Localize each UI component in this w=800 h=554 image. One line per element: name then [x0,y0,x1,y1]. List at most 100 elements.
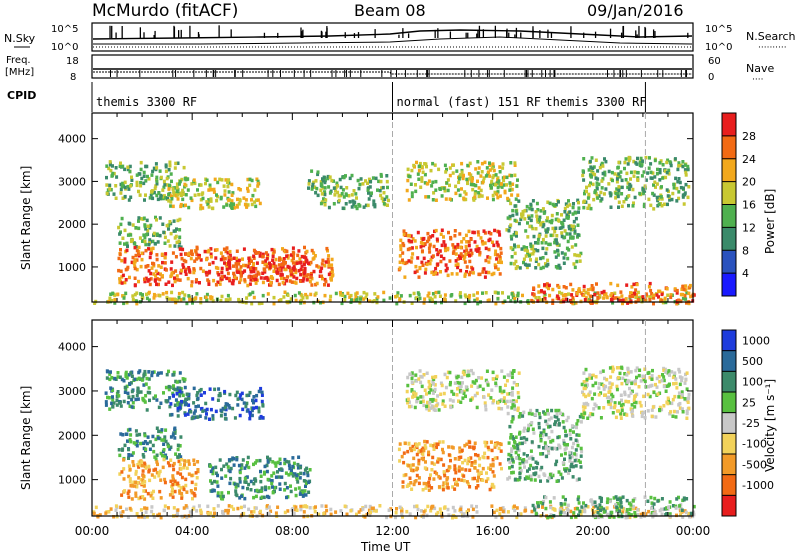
range-gate-cell [143,224,147,229]
range-gate-cell [324,260,328,264]
range-gate-cell [148,398,151,403]
range-gate-cell [252,254,256,258]
range-gate-cell [678,406,682,410]
range-gate-cell [521,293,524,298]
range-gate-cell [462,478,466,483]
range-gate-cell [231,406,235,411]
range-gate-cell [666,202,669,207]
range-gate-cell [419,245,423,249]
range-gate-cell [559,472,563,477]
station-title: McMurdo (fitACF) [92,1,238,21]
range-gate-cell [451,171,455,175]
range-gate-cell [513,407,517,412]
range-gate-cell [427,386,431,390]
range-gate-cell [135,377,139,382]
range-gate-cell [220,476,224,480]
range-gate-cell [197,256,201,260]
range-gate-cell [574,438,578,442]
range-gate-cell [259,474,263,478]
range-gate-cell [618,175,622,179]
range-gate-cell [484,407,488,412]
range-gate-cell [617,205,620,209]
range-gate-cell [335,181,339,185]
range-gate-cell [412,163,416,168]
range-gate-cell [228,297,232,301]
range-gate-cell [252,295,256,300]
range-gate-cell [496,297,500,301]
range-gate-cell [298,261,302,265]
range-gate-cell [238,280,242,285]
range-gate-cell [226,180,229,184]
range-gate-cell [161,465,165,470]
range-gate-cell [457,177,461,181]
range-gate-cell [152,468,156,472]
range-gate-cell [319,201,323,206]
y-tick-label: 1000 [58,261,86,274]
range-gate-cell [437,290,441,295]
range-gate-cell [496,401,500,405]
range-gate-cell [546,408,549,413]
range-gate-cell [195,257,199,261]
range-gate-cell [563,467,566,471]
nsky-line [92,29,693,40]
range-gate-cell [630,291,634,295]
range-gate-cell [426,231,430,236]
range-gate-cell [422,403,426,408]
range-gate-cell [168,396,172,400]
range-gate-cell [321,276,324,281]
range-gate-cell [229,476,233,481]
range-gate-cell [556,218,560,222]
range-gate-cell [549,475,553,480]
range-gate-cell [247,507,251,512]
range-gate-cell [230,205,234,210]
range-gate-cell [366,181,369,185]
range-gate-cell [145,218,149,223]
range-gate-cell [134,494,138,498]
range-gate-cell [484,444,488,448]
range-gate-cell [662,378,666,383]
range-gate-cell [223,274,226,279]
range-gate-cell [368,299,371,303]
range-gate-cell [131,401,135,405]
range-gate-cell [323,283,326,287]
range-gate-cell [683,381,687,385]
range-gate-cell [553,240,557,245]
range-gate-cell [518,471,522,476]
range-gate-cell [396,291,400,295]
range-gate-cell [417,458,421,463]
range-gate-cell [687,185,691,189]
range-gate-cell [491,193,495,198]
range-gate-cell [128,169,132,174]
range-gate-cell [465,240,469,244]
range-gate-cell [497,406,501,411]
range-gate-cell [614,415,618,420]
range-gate-cell [516,406,520,410]
range-gate-cell [156,197,160,202]
range-gate-cell [432,244,436,249]
range-gate-cell [401,480,405,484]
range-gate-cell [611,178,614,183]
range-gate-cell [476,479,480,483]
range-gate-cell [558,444,562,449]
range-gate-cell [527,214,530,218]
range-gate-cell [299,267,303,272]
range-gate-cell [553,446,557,451]
range-gate-cell [213,248,217,252]
range-gate-cell [462,237,466,241]
range-gate-cell [198,281,201,285]
range-gate-cell [329,512,333,517]
range-gate-cell [223,412,227,417]
range-gate-cell [397,447,401,452]
range-gate-cell [580,505,584,509]
range-gate-cell [673,287,677,291]
range-gate-cell [105,376,109,380]
range-gate-cell [405,260,409,265]
range-gate-cell [502,183,506,187]
range-gate-cell [491,162,495,166]
range-gate-cell [105,191,109,196]
range-gate-cell [143,515,146,520]
range-gate-cell [145,296,149,301]
range-gate-cell [438,186,442,191]
range-gate-cell [452,392,456,396]
